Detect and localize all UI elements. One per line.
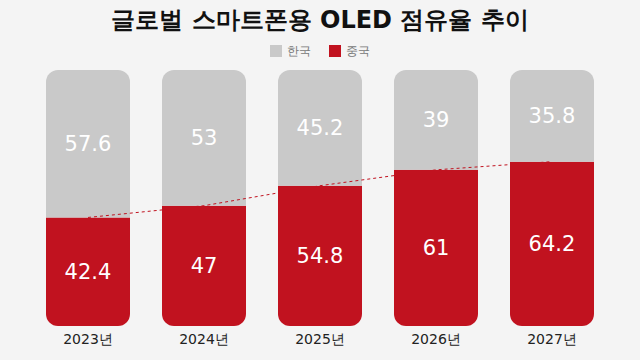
svg-text:42.4: 42.4: [65, 260, 112, 284]
svg-text:2026년: 2026년: [411, 331, 461, 347]
svg-text:61: 61: [423, 236, 450, 260]
svg-text:2024년: 2024년: [179, 331, 229, 347]
svg-text:35.8: 35.8: [529, 104, 576, 128]
svg-text:39: 39: [423, 108, 450, 132]
svg-text:45.2: 45.2: [297, 116, 344, 140]
html-text:글로벌 스마트폰용 OLED 점유율 추이: 글로벌 스마트폰용 OLED 점유율 추이: [111, 6, 529, 34]
svg-text:53: 53: [191, 126, 218, 150]
html-text:한국: 한국: [287, 43, 311, 58]
svg-text:47: 47: [191, 254, 218, 278]
svg-text:2025년: 2025년: [295, 331, 345, 347]
svg-text:2023년: 2023년: [63, 331, 113, 347]
svg-text:64.2: 64.2: [529, 232, 576, 256]
svg-text:57.6: 57.6: [65, 132, 112, 156]
svg-text:2027년: 2027년: [527, 331, 577, 347]
html-text:중국: 중국: [346, 43, 370, 58]
svg-text:54.8: 54.8: [297, 244, 344, 268]
